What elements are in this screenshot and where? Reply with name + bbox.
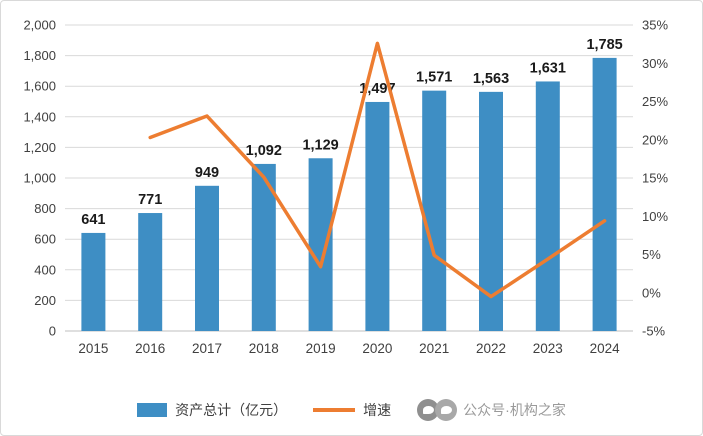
watermark: 公众号·机构之家 — [417, 399, 566, 421]
left-axis-tick-label: 200 — [34, 293, 56, 308]
x-axis-label-2019: 2019 — [306, 341, 336, 356]
bar-label-2022: 1,563 — [473, 71, 509, 87]
left-axis-tick-label: 1,200 — [23, 140, 56, 155]
bar-label-2021: 1,571 — [416, 70, 452, 86]
left-axis-tick-label: 0 — [49, 324, 56, 339]
x-axis-label-2018: 2018 — [249, 341, 279, 356]
bar-2015 — [81, 232, 106, 331]
legend-item-assets: 资产总计（亿元） — [137, 400, 287, 420]
bar-label-2015: 641 — [81, 212, 105, 228]
asset-growth-plot: 0 200 400 600 800 1,000 1,200 1,400 1,600 1,800 2,… — [23, 18, 668, 357]
bar-label-2023: 1,631 — [530, 60, 566, 76]
left-axis-tick-label: 400 — [34, 262, 56, 277]
x-axis-label-2015: 2015 — [78, 341, 108, 356]
growth-line — [148, 41, 607, 299]
x-axis-label-2017: 2017 — [192, 341, 222, 356]
bar-label-2024: 1,785 — [586, 37, 622, 53]
bar-2019 — [308, 158, 333, 331]
left-axis-tick-label: 1,600 — [23, 79, 56, 94]
bar-2020 — [365, 101, 390, 331]
x-axis-label-2024: 2024 — [590, 341, 621, 356]
right-axis-tick-label: 20% — [642, 132, 668, 147]
bar-label-2017: 949 — [195, 165, 219, 181]
bar-label-2018: 1,092 — [246, 143, 282, 159]
left-axis-tick-label: 1,800 — [23, 48, 56, 63]
legend-label-assets: 资产总计（亿元） — [175, 402, 288, 418]
wechat-icon — [417, 399, 440, 421]
left-axis-tick-label: 800 — [34, 201, 56, 216]
right-axis-tick-label: 30% — [642, 56, 668, 71]
right-axis-tick-label: 0% — [642, 285, 661, 300]
left-axis-tick-label: 1,000 — [23, 171, 56, 186]
legend: 资产总计（亿元） 增速 公众号·机构之家 — [1, 399, 702, 421]
left-axis-tick-label: 2,000 — [23, 18, 56, 33]
right-axis-tick-label: 15% — [642, 171, 668, 186]
legend-item-growth: 增速 — [313, 400, 391, 420]
bar-label-2016: 771 — [138, 192, 162, 208]
watermark-text: 公众号·机构之家 — [463, 402, 566, 418]
left-axis-tick-label: 1,400 — [23, 109, 56, 124]
x-axis-label-2021: 2021 — [419, 341, 449, 356]
x-axis-label-2016: 2016 — [135, 341, 165, 356]
x-axis-label-2023: 2023 — [533, 341, 563, 356]
line-series-swatch — [313, 408, 356, 412]
x-axis-label-2020: 2020 — [362, 341, 392, 356]
bar-2023 — [535, 81, 560, 331]
bar-2024 — [592, 57, 617, 332]
bar-2017 — [195, 185, 219, 331]
bar-series-swatch — [137, 403, 168, 417]
legend-label-growth: 增速 — [363, 402, 392, 418]
bar-2021 — [422, 90, 447, 332]
right-axis-tick-label: 35% — [642, 18, 668, 33]
bar-2018 — [251, 163, 276, 331]
right-axis-tick-label: -5% — [642, 324, 666, 339]
left-axis-tick-label: 600 — [34, 232, 56, 247]
right-axis-tick-label: 10% — [642, 209, 668, 224]
x-axis-label-2022: 2022 — [476, 341, 506, 356]
bar-2016 — [138, 213, 163, 331]
bar-label-2019: 1,129 — [302, 137, 338, 153]
right-axis-tick-label: 25% — [642, 94, 668, 109]
chat-bubbles-icon — [435, 399, 458, 421]
right-axis-tick-label: 5% — [642, 247, 661, 262]
